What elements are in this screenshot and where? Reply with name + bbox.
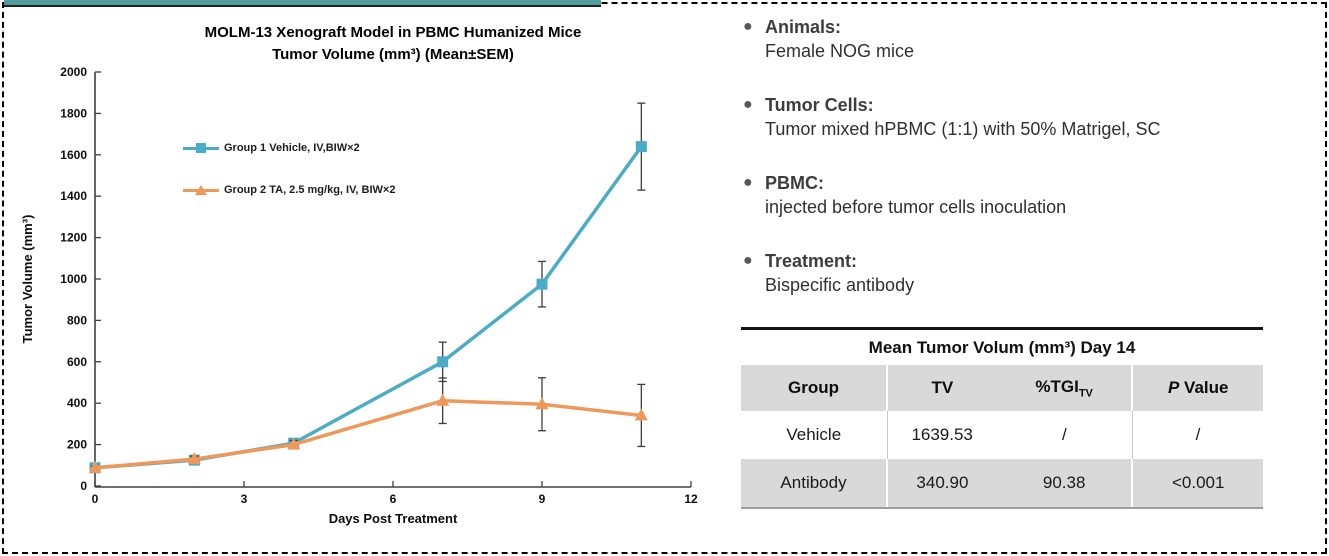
bullet-label: PBMC: [765,173,824,193]
results-table: Mean Tumor Volum (mm³) Day 14 Group TV %… [741,327,1263,509]
svg-text:1200: 1200 [60,231,87,245]
top-accent-bar [4,0,601,7]
square-marker-icon [196,143,206,153]
bullet-label: Treatment: [765,251,858,271]
legend-label: Group 1 Vehicle, IV,BIW×2 [224,142,360,154]
bullet-label: Tumor Cells: [765,95,874,115]
cell-group: Antibody [741,459,889,509]
triangle-marker-icon [195,185,207,195]
svg-text:1600: 1600 [60,148,87,162]
bullet-text: injected before tumor cells inoculation [765,197,1067,217]
cell-tv: 1639.53 [887,411,997,459]
cell-group: Vehicle [741,411,888,459]
header-tgi-sub: TV [1078,387,1093,400]
bullet-label: Animals: [765,17,842,37]
header-tv: TV [887,365,997,411]
table-row-vehicle: Vehicle 1639.53 / / [741,411,1263,459]
bullet-dot-icon: ● [743,252,753,269]
svg-text:2000: 2000 [60,65,87,79]
chart-area: MOLM-13 Xenograft Model in PBMC Humanize… [20,22,698,526]
bullet-dot-icon: ● [743,96,753,113]
bullet-pbmc: ● PBMC: injected before tumor cells inoc… [735,171,1317,219]
bullet-treatment: ● Treatment: Bispecific antibody [735,249,1317,297]
svg-text:1400: 1400 [60,189,87,203]
results-table-title: Mean Tumor Volum (mm³) Day 14 [741,327,1263,365]
bullet-dot-icon: ● [743,174,753,191]
svg-text:3: 3 [241,492,248,506]
svg-text:1800: 1800 [60,106,87,120]
header-p-value: P Value [1132,365,1263,411]
legend-line [183,185,219,195]
bullet-dot-icon: ● [743,18,753,35]
svg-text:0: 0 [92,492,99,506]
legend-item-vehicle: Group 1 Vehicle, IV,BIW×2 [183,141,360,155]
chart-title-line1: MOLM-13 Xenograft Model in PBMC Humanize… [204,24,582,41]
cell-p: / [1132,411,1263,459]
legend-line [183,143,219,153]
svg-text:200: 200 [67,438,87,452]
svg-text:600: 600 [67,355,87,369]
header-tgi-main: %TGI [1035,376,1079,396]
cell-tv: 340.90 [887,459,997,509]
svg-text:Tumor Volume (mm³): Tumor Volume (mm³) [20,215,35,344]
svg-text:12: 12 [684,492,698,506]
cell-tgi: / [996,411,1133,459]
cell-p: <0.001 [1132,459,1263,509]
table-header-row: Group TV %TGITV P Value [741,365,1263,411]
legend-label: Group 2 TA, 2.5 mg/kg, IV, BIW×2 [224,184,396,196]
bullet-text: Tumor mixed hPBMC (1:1) with 50% Matrige… [765,119,1161,139]
study-info-panel: ● Animals: Female NOG mice ● Tumor Cells… [735,15,1317,509]
svg-text:0: 0 [80,479,87,493]
header-group: Group [741,365,889,411]
tumor-volume-line-chart: 0 200 400 600 800 1000 1200 1400 1600 1800 2000 0 3 6… [20,65,698,526]
bullet-text: Female NOG mice [765,41,915,61]
table-row-antibody: Antibody 340.90 90.38 <0.001 [741,459,1263,509]
svg-text:Days Post Treatment: Days Post Treatment [329,511,458,526]
header-tgi: %TGITV [996,365,1134,411]
svg-text:1000: 1000 [60,272,87,286]
header-p-italic: P [1167,378,1180,397]
svg-text:800: 800 [67,313,87,327]
chart-title: MOLM-13 Xenograft Model in PBMC Humanize… [95,22,691,66]
bullet-text: Bispecific antibody [765,275,915,295]
bullet-animals: ● Animals: Female NOG mice [735,15,1317,63]
header-p-rest: Value [1179,378,1229,397]
bullet-tumor-cells: ● Tumor Cells: Tumor mixed hPBMC (1:1) w… [735,93,1317,141]
chart-title-line2: Tumor Volume (mm³) (Mean±SEM) [272,45,514,63]
svg-text:6: 6 [390,492,397,506]
svg-text:400: 400 [67,396,87,410]
cell-tgi: 90.38 [996,459,1134,509]
svg-text:9: 9 [539,492,546,506]
legend-item-treatment: Group 2 TA, 2.5 mg/kg, IV, BIW×2 [183,183,395,197]
